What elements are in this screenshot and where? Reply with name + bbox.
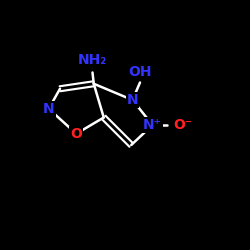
Text: N: N [127,93,138,107]
Text: NH₂: NH₂ [78,53,107,67]
Text: O: O [70,127,82,141]
Text: N⁺: N⁺ [143,118,162,132]
Text: O⁻: O⁻ [173,118,192,132]
Text: OH: OH [128,66,152,80]
Text: N: N [43,102,54,116]
